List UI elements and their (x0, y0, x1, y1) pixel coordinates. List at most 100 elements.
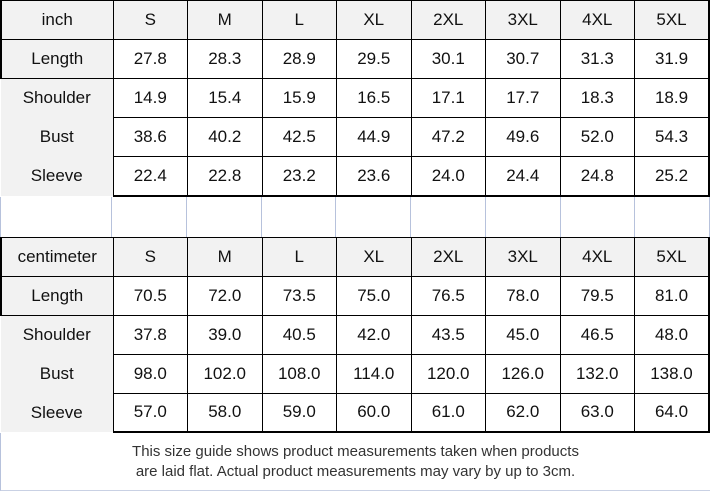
measurement-row-label: Length (0, 275, 114, 316)
spreadsheet-empty-cell (411, 196, 486, 237)
measurement-value-cell: 52.0 (559, 117, 635, 157)
measurement-value-cell: 98.0 (112, 353, 188, 394)
measurement-row: Bust 98.0 102.0 108.0 114.0 120.0 126.0 132.0 13… (1, 353, 710, 394)
measurement-value-cell: 28.9 (261, 39, 337, 79)
size-column-header: L (261, 236, 337, 277)
measurement-value-cell: 102.0 (187, 353, 263, 394)
measurement-value-cell: 39.0 (187, 314, 263, 355)
measurement-value-cell: 23.2 (261, 156, 337, 197)
measurement-value-cell: 24.0 (410, 156, 486, 197)
measurement-value-cell: 44.9 (336, 117, 412, 157)
size-header-row: inch S M L XL 2XL 3XL 4XL 5XL (0, 0, 710, 40)
spreadsheet-empty-cell (336, 196, 411, 237)
size-column-header: XL (336, 0, 412, 40)
spreadsheet-empty-cell (186, 196, 262, 237)
measurement-row-label: Sleeve (1, 393, 113, 432)
spreadsheet-empty-cell (560, 196, 636, 237)
inch-size-table: inch S M L XL 2XL 3XL 4XL 5XL Length 27.8 28.3 28.9 2… (0, 0, 710, 197)
measurement-value-cell: 73.5 (261, 275, 337, 316)
measurement-value-cell: 31.9 (634, 39, 710, 79)
measurement-row: Shoulder 37.8 39.0 40.5 42.0 43.5 45.0 46.5 48.0 (1, 314, 710, 355)
measurement-value-cell: 49.6 (485, 117, 561, 157)
size-column-header: M (187, 0, 263, 40)
size-guide-note-line: are laid flat. Actual product measuremen… (135, 462, 576, 480)
size-column-header: S (112, 236, 188, 277)
spreadsheet-gap-row (0, 196, 710, 237)
centimeter-size-table: centimeter S M L XL 2XL 3XL 4XL 5XL Length 70.5 72.… (0, 236, 710, 433)
measurement-row: Shoulder 14.9 15.4 15.9 16.5 17.1 17.7 18.3 18.9 (1, 78, 710, 118)
measurement-value-cell: 61.0 (410, 392, 486, 433)
size-column-header: L (261, 0, 337, 40)
unit-header-cell: inch (0, 0, 114, 40)
measurement-value-cell: 138.0 (634, 353, 710, 394)
measurement-value-cell: 22.4 (112, 156, 188, 197)
measurement-value-cell: 81.0 (634, 275, 710, 316)
measurement-value-cell: 63.0 (559, 392, 635, 433)
spreadsheet-empty-cell (635, 196, 710, 237)
measurement-value-cell: 17.1 (410, 78, 486, 118)
measurement-value-cell: 42.0 (336, 314, 412, 355)
measurement-value-cell: 28.3 (187, 39, 263, 79)
size-column-header: M (187, 236, 263, 277)
unit-header-cell: centimeter (0, 236, 114, 277)
measurement-value-cell: 24.4 (485, 156, 561, 197)
size-column-header: 3XL (485, 0, 561, 40)
measurement-row: Bust 38.6 40.2 42.5 44.9 47.2 49.6 52.0 54.3 (1, 117, 710, 157)
size-column-header: 2XL (410, 236, 486, 277)
measurement-value-cell: 27.8 (112, 39, 188, 79)
measurement-value-cell: 79.5 (559, 275, 635, 316)
measurement-value-cell: 114.0 (336, 353, 412, 394)
measurement-value-cell: 126.0 (485, 353, 561, 394)
measurement-value-cell: 16.5 (336, 78, 412, 118)
measurement-value-cell: 108.0 (261, 353, 337, 394)
measurement-value-cell: 47.2 (410, 117, 486, 157)
measurement-value-cell: 70.5 (112, 275, 188, 316)
measurement-value-cell: 17.7 (485, 78, 561, 118)
size-column-header: XL (336, 236, 412, 277)
measurement-row: Sleeve 57.0 58.0 59.0 60.0 61.0 62.0 63.0 64.0 (1, 392, 710, 433)
measurement-row: Length 70.5 72.0 73.5 75.0 76.5 78.0 79.5 81.0 (0, 275, 710, 316)
measurement-value-cell: 31.3 (559, 39, 635, 79)
measurement-value-cell: 62.0 (485, 392, 561, 433)
measurement-value-cell: 132.0 (559, 353, 635, 394)
spreadsheet-empty-cell (261, 196, 337, 237)
measurement-value-cell: 18.9 (634, 78, 710, 118)
measurement-value-cell: 24.8 (559, 156, 635, 197)
measurement-row-label: Bust (1, 117, 113, 157)
size-guide-note-line: This size guide shows product measuremen… (132, 442, 579, 460)
measurement-value-cell: 29.5 (336, 39, 412, 79)
measurement-value-cell: 15.9 (261, 78, 337, 118)
measurement-value-cell: 46.5 (559, 314, 635, 355)
measurement-value-cell: 18.3 (559, 78, 635, 118)
measurement-value-cell: 38.6 (112, 117, 188, 157)
measurement-value-cell: 40.2 (187, 117, 263, 157)
measurement-value-cell: 25.2 (634, 156, 710, 197)
measurement-value-cell: 59.0 (261, 392, 337, 433)
spreadsheet-empty-cell (112, 196, 187, 237)
size-column-header: S (112, 0, 188, 40)
measurement-value-cell: 57.0 (112, 392, 188, 433)
measurement-value-cell: 15.4 (187, 78, 263, 118)
measurement-value-cell: 43.5 (410, 314, 486, 355)
measurement-value-cell: 30.1 (410, 39, 486, 79)
measurement-value-cell: 72.0 (187, 275, 263, 316)
size-column-header: 2XL (410, 0, 486, 40)
measurement-row-label: Bust (1, 354, 113, 393)
size-column-header: 3XL (485, 236, 561, 277)
measurement-row: Length 27.8 28.3 28.9 29.5 30.1 30.7 31.3 31.9 (0, 39, 710, 79)
measurement-value-cell: 40.5 (261, 314, 337, 355)
measurement-value-cell: 120.0 (410, 353, 486, 394)
measurement-value-cell: 54.3 (634, 117, 710, 157)
size-column-header: 5XL (634, 236, 710, 277)
measurement-value-cell: 64.0 (634, 392, 710, 433)
measurement-value-cell: 76.5 (410, 275, 486, 316)
measurement-row-label: Sleeve (1, 156, 113, 196)
measurement-value-cell: 78.0 (485, 275, 561, 316)
measurement-value-cell: 37.8 (112, 314, 188, 355)
measurement-value-cell: 58.0 (187, 392, 263, 433)
measurement-row-label: Shoulder (1, 78, 113, 118)
spreadsheet-empty-cell (485, 196, 561, 237)
measurement-value-cell: 22.8 (187, 156, 263, 197)
measurement-value-cell: 23.6 (336, 156, 412, 197)
